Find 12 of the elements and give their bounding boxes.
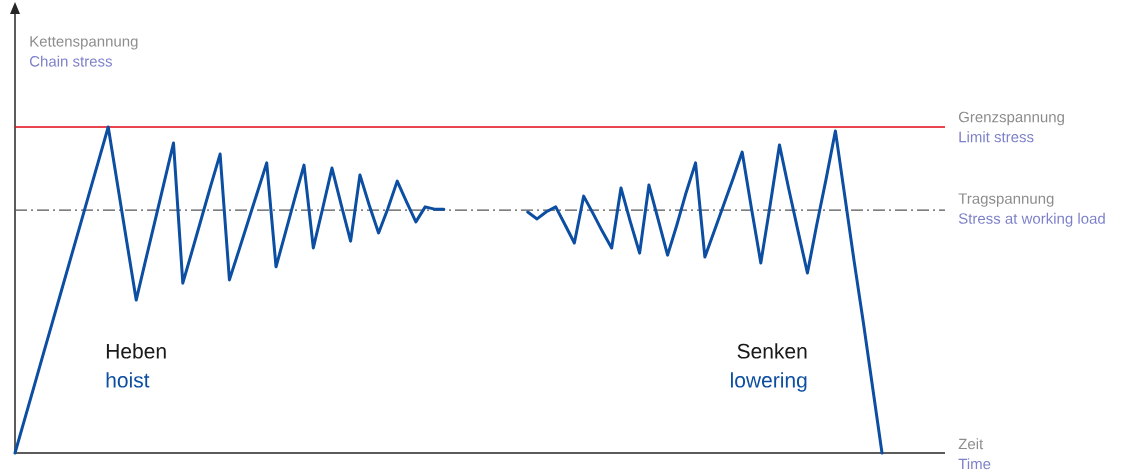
text: Chain stress xyxy=(29,55,112,67)
text: Stress at working load xyxy=(958,212,1105,227)
text: Limit stress xyxy=(959,131,1034,143)
x-axis-title: Zeit xyxy=(958,438,984,450)
text: Kettenspannung xyxy=(30,36,138,50)
text: Heben xyxy=(106,343,166,359)
text: Time xyxy=(958,458,991,470)
annotation: hoist xyxy=(106,372,150,388)
ref-line-label: Grenzspannung xyxy=(958,111,1064,126)
text: Senken xyxy=(737,343,807,359)
ref-line-label: Tragspannung xyxy=(958,193,1054,207)
annotation: lowering xyxy=(731,372,807,392)
